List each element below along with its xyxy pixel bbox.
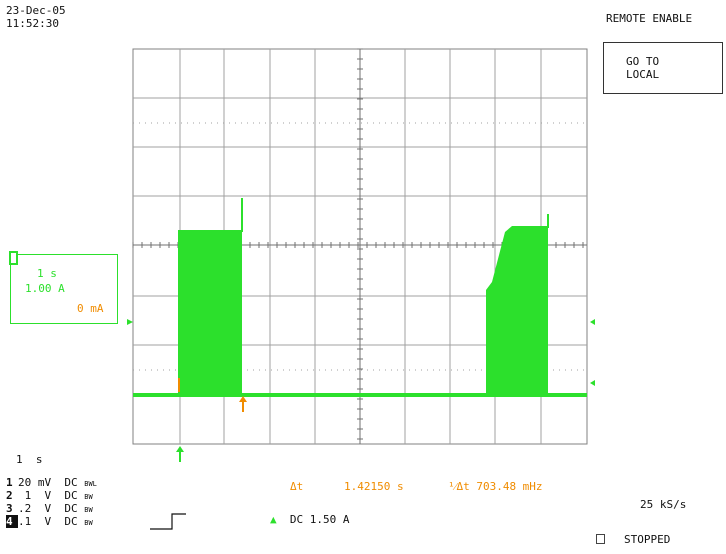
channel-3-setting[interactable]: 3 .2 V DC BW (6, 502, 93, 517)
trigger-level-text: DC 1.50 A (289, 513, 350, 526)
channel-2-setting[interactable]: 2 1 V DC BW (6, 489, 93, 504)
delta-t-value: 1.42150 s (344, 480, 404, 493)
channel-1-bw: BWL (84, 480, 97, 488)
trigger-edge-icon (150, 513, 186, 530)
channel-4-info-box[interactable]: 1 s 1.00 A 0 mA (9, 251, 118, 324)
go-to-local-label-line2: LOCAL (626, 68, 660, 81)
date-readout: 23-Dec-05 (6, 4, 66, 17)
channel-2-number: 2 (6, 489, 13, 502)
stop-indicator-icon (596, 534, 605, 544)
channel-2-text: 1 V DC (18, 489, 85, 502)
channel-3-bw: BW (84, 506, 93, 514)
time-readout: 11:52:30 (6, 17, 59, 30)
trigger-channel-icon: ▲ (270, 513, 277, 526)
right-level-marker-lower (590, 380, 595, 386)
channel-1-text: 20 mV DC (18, 476, 85, 489)
trigger-level-readout: ▲ DC 1.50 A (270, 513, 349, 526)
channel-3-number: 3 (6, 502, 13, 515)
channel-3-text: .2 V DC (18, 502, 85, 515)
channel-4-offset-marker[interactable] (127, 319, 133, 325)
go-to-local-button[interactable]: GO TO LOCAL (603, 42, 723, 94)
right-level-marker (590, 319, 595, 325)
channel-scale: 1.00 A (25, 282, 65, 295)
channel-1-number: 1 (6, 476, 13, 489)
channel-4-setting[interactable]: 4.1 V DC BW (6, 515, 93, 530)
acquisition-state[interactable]: STOPPED (624, 533, 671, 546)
delta-t-label: Δt (290, 480, 304, 493)
channel-4-bw: BW (84, 519, 93, 527)
sample-rate-readout: 25 kS/s (640, 498, 687, 511)
frequency-readout: ¹⁄Δt 703.48 mHz (448, 480, 543, 493)
go-to-local-label-line1: GO TO (626, 55, 660, 68)
channel-4-number: 4 (6, 515, 18, 528)
channel-offset: 0 mA (77, 302, 104, 315)
channel-4-text: .1 V DC (18, 515, 85, 528)
channel-2-bw: BW (84, 493, 93, 501)
channel-timebase: 1 s (37, 267, 57, 280)
timebase-readout: 1 s (16, 453, 43, 466)
channel-1-setting[interactable]: 1 20 mV DC BWL (6, 476, 97, 491)
time-cursor-markers[interactable] (178, 378, 247, 412)
trigger-position-marker[interactable] (176, 446, 184, 462)
remote-status: REMOTE ENABLE (606, 12, 693, 25)
channel-number-badge (9, 251, 18, 265)
trace-channel-4 (133, 198, 587, 397)
